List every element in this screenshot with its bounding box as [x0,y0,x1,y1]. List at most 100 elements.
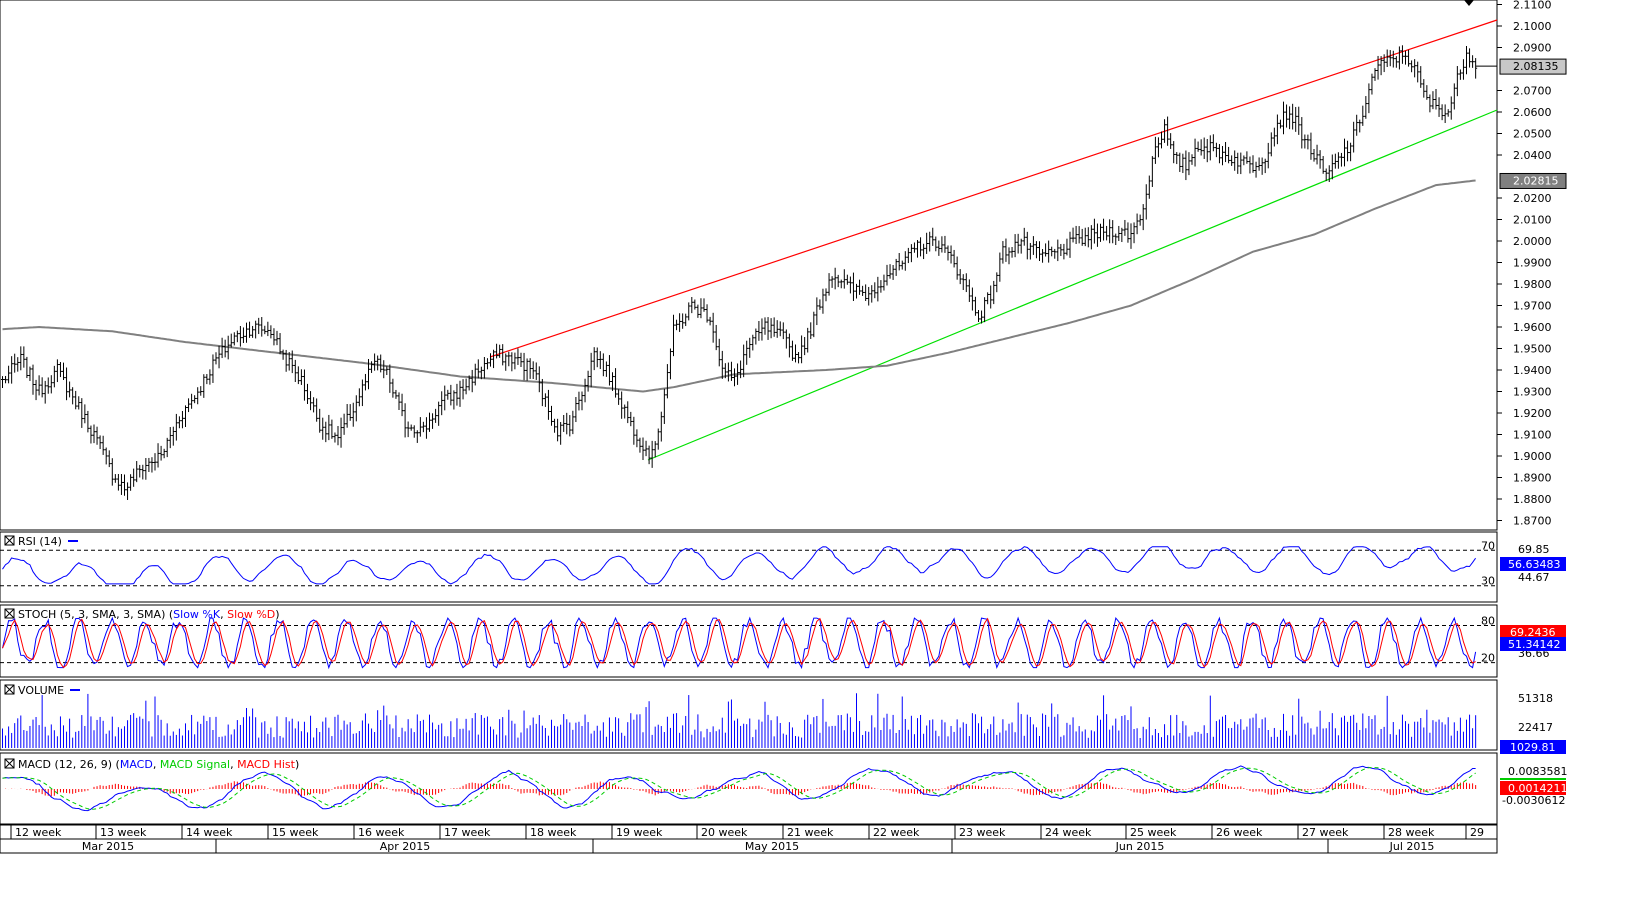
ohlc-bar [1187,152,1191,176]
ohlc-bar [13,353,17,373]
ohlc-bar [397,392,401,411]
ohlc-bar [1269,132,1273,157]
ohlc-bar [406,421,410,438]
ohlc-bar [565,412,569,435]
week-label: 17 week [444,826,491,839]
ohlc-bar [1099,223,1102,242]
price-tick-label: 2.0600 [1513,106,1552,119]
week-label: 18 week [530,826,577,839]
ohlc-bar [1239,152,1243,175]
ohlc-bar [1465,46,1468,75]
ohlc-bar [400,393,404,417]
scroll-down-arrow-icon[interactable] [1464,0,1474,6]
ohlc-bar [1147,175,1151,199]
ohlc-bar [885,264,889,286]
ohlc-bar [351,402,355,427]
stoch-legend-sep: , [220,608,227,621]
ohlc-bar [1263,158,1267,174]
ohlc-bar [546,389,550,420]
ohlc-bar [647,445,651,465]
ohlc-bar [705,304,709,323]
ohlc-bar [842,269,846,289]
ohlc-bar [296,366,300,385]
ohlc-bar [513,352,517,370]
week-label: 13 week [100,826,147,839]
ohlc-bar [34,379,38,401]
ohlc-bar [992,280,996,305]
ohlc-bar [739,360,743,379]
ohlc-bar [1285,104,1289,128]
stoch-k-badge-bg [1500,625,1566,639]
ohlc-bar [251,325,255,338]
price-panel-content [1,19,1498,500]
ohlc-bar [302,369,306,401]
ohlc-bar [110,458,114,486]
ohlc-bar [1034,241,1038,259]
ohlc-bar [1297,106,1301,135]
ohlc-bar [141,464,145,480]
price-tick-label: 2.0000 [1513,235,1552,248]
ohlc-bar [1065,238,1069,256]
ohlc-bar [1364,96,1368,119]
volume-axis-tick-upper: 51318 [1518,692,1553,705]
ohlc-bar [1071,227,1075,243]
ohlc-bar [241,327,245,344]
ohlc-bar [1068,231,1072,258]
ohlc-bar [556,418,560,442]
ohlc-bar [714,324,718,351]
ohlc-bar [614,368,618,398]
ohlc-bar [229,333,233,348]
rsi-close-icon-cross-b [4,535,15,546]
ohlc-bar [1199,139,1203,156]
ohlc-bar [116,474,120,491]
ohlc-bar [778,321,782,337]
ohlc-bar [1306,134,1310,150]
ohlc-bar [126,482,130,500]
ohlc-bar [617,389,621,405]
ohlc-bar [7,365,11,384]
volume-value-badge: 1029.81 [1500,740,1566,754]
ohlc-bar [815,297,819,326]
stoch-legend-d: Slow %D [227,608,275,621]
ohlc-bar [333,432,337,443]
macd-line [2,765,1476,812]
ohlc-bar [1150,156,1154,187]
ohlc-bar [678,313,682,332]
ohlc-bar [858,279,862,295]
ohlc-bar [970,287,974,311]
ohlc-bar [309,391,313,411]
ohlc-bar [421,421,425,433]
ma-value-label: 2.02815 [1513,174,1559,187]
macd-close-icon-cross-b [4,758,15,769]
ohlc-bar [943,235,947,253]
stoch-d-badge-bg [1500,637,1566,651]
ohlc-bar [327,414,331,441]
ohlc-bar [900,260,904,270]
ohlc-bar [772,317,776,337]
rsi-value-label: 56.63483 [1508,558,1561,571]
ohlc-bar [1318,150,1322,169]
ohlc-bar [1346,140,1350,162]
ohlc-bar [620,391,624,419]
ohlc-bar [726,362,730,382]
macd-signal-line [2,766,1476,810]
ohlc-bar [611,372,614,391]
ohlc-bar [245,322,248,343]
ohlc-bar [903,251,907,271]
ohlc-bar [226,335,230,360]
price-tick-label: 2.0200 [1513,192,1552,205]
ohlc-bar [1135,213,1139,235]
ohlc-bar [1413,59,1417,78]
macd-title: MACD (12, 26, 9) (MACD, MACD Signal, MAC… [18,758,299,771]
ohlc-bar [1129,223,1133,249]
ohlc-bar [238,325,242,347]
ohlc-bar [95,426,99,445]
ohlc-bar [1288,106,1292,130]
ohlc-bar [794,344,797,363]
ohlc-bar [55,359,59,383]
ohlc-bar [986,292,990,305]
last-price-badge-bg [1499,58,1567,75]
ohlc-bar [656,428,660,450]
